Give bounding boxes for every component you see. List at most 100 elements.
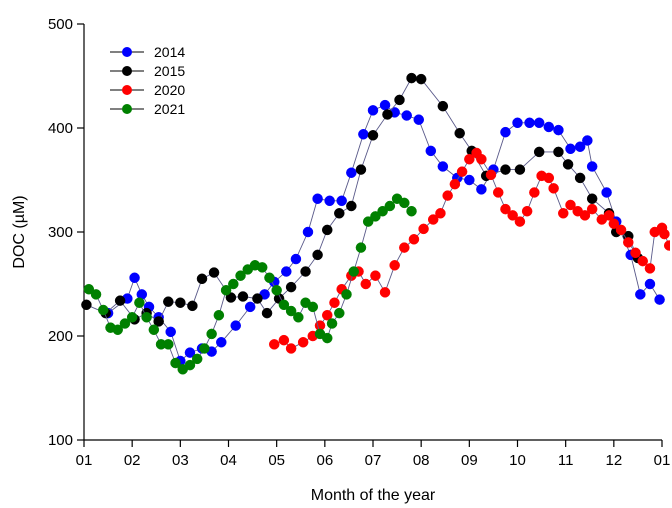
data-point-2021 xyxy=(141,312,152,323)
data-point-2015 xyxy=(394,94,405,106)
data-point-2020 xyxy=(485,169,497,181)
series-2020 xyxy=(269,147,670,354)
data-point-2020 xyxy=(615,224,627,236)
data-point-2015 xyxy=(321,224,333,236)
data-point-2015 xyxy=(312,249,323,261)
data-point-2014 xyxy=(644,278,656,290)
data-point-2014 xyxy=(165,326,176,338)
data-point-2014 xyxy=(635,289,646,300)
data-point-2015 xyxy=(562,159,574,170)
data-point-2021 xyxy=(206,328,217,340)
data-point-2021 xyxy=(355,242,367,253)
data-point-2020 xyxy=(637,255,648,267)
x-axis-label: Month of the year xyxy=(311,487,436,504)
data-point-2020 xyxy=(492,187,504,198)
data-point-2021 xyxy=(264,272,275,284)
y-tick-label: 300 xyxy=(48,224,73,241)
data-point-2021 xyxy=(235,270,246,281)
data-point-2021 xyxy=(377,205,388,217)
data-point-2014 xyxy=(129,272,140,284)
y-tick-label: 200 xyxy=(48,328,73,345)
data-point-2021 xyxy=(271,284,282,296)
data-point-2015 xyxy=(437,100,449,112)
data-point-2014 xyxy=(464,174,475,186)
data-point-2020 xyxy=(321,309,333,321)
data-point-2021 xyxy=(126,312,138,323)
data-point-2014 xyxy=(574,141,586,152)
data-point-2015 xyxy=(334,208,345,219)
data-point-2020 xyxy=(449,178,461,190)
data-point-2020 xyxy=(623,237,634,248)
data-point-2015 xyxy=(406,72,417,84)
data-point-2020 xyxy=(548,183,559,194)
data-point-2020 xyxy=(608,218,620,229)
data-point-2015 xyxy=(153,316,164,327)
data-point-2021 xyxy=(256,262,268,273)
legend-label: 2021 xyxy=(154,101,185,117)
data-point-2015 xyxy=(81,299,92,311)
data-point-2015 xyxy=(367,130,379,141)
data-point-2021 xyxy=(370,211,381,222)
x-tick-label: 03 xyxy=(172,452,189,469)
data-point-2021 xyxy=(321,332,333,344)
data-point-2020 xyxy=(418,223,429,235)
data-point-2015 xyxy=(285,281,297,293)
data-point-2020 xyxy=(297,336,309,348)
data-point-2014 xyxy=(582,135,593,146)
series-2021 xyxy=(83,193,417,375)
x-tick-label: 11 xyxy=(558,452,574,469)
data-point-2020 xyxy=(435,208,446,219)
data-point-2015 xyxy=(114,295,126,306)
data-point-2014 xyxy=(512,117,523,129)
data-point-2014 xyxy=(413,114,425,125)
data-point-2015 xyxy=(346,200,357,212)
data-point-2014 xyxy=(601,187,612,198)
data-point-2014 xyxy=(324,195,335,207)
data-point-2014 xyxy=(425,145,437,157)
data-point-2014 xyxy=(290,253,302,265)
data-point-2020 xyxy=(329,297,340,308)
x-tick-label: 02 xyxy=(124,452,141,469)
data-point-2020 xyxy=(630,247,641,259)
data-point-2021 xyxy=(83,283,95,295)
x-tick-label: 08 xyxy=(413,452,430,469)
data-point-2021 xyxy=(399,197,410,209)
data-point-2014 xyxy=(281,266,292,277)
x-tick-label: 12 xyxy=(605,452,622,469)
y-axis-label: DOC (µM) xyxy=(11,195,28,268)
data-point-2021 xyxy=(341,289,352,300)
x-tick-label: 07 xyxy=(365,452,382,469)
data-point-2014 xyxy=(543,121,555,133)
legend-marker xyxy=(122,85,132,95)
data-point-2014 xyxy=(184,347,196,358)
x-tick-label: 05 xyxy=(268,452,285,469)
data-point-2015 xyxy=(454,127,465,139)
data-point-2015 xyxy=(187,300,198,312)
data-point-2020 xyxy=(603,210,615,221)
legend-label: 2015 xyxy=(154,63,185,79)
data-point-2014 xyxy=(553,124,564,136)
data-point-2015 xyxy=(574,172,586,184)
data-point-2021 xyxy=(293,312,304,323)
data-point-2015 xyxy=(553,146,564,158)
data-point-2015 xyxy=(415,73,427,85)
data-point-2014 xyxy=(358,128,369,140)
data-point-2014 xyxy=(216,336,227,348)
series-2014 xyxy=(102,99,665,367)
data-point-2021 xyxy=(384,200,396,212)
data-point-2015 xyxy=(163,296,174,307)
data-point-2014 xyxy=(586,161,598,172)
data-point-2020 xyxy=(476,153,487,165)
data-point-2014 xyxy=(524,117,535,129)
data-point-2020 xyxy=(558,208,569,219)
legend: 2014 2015 2020 2021 xyxy=(110,44,185,117)
data-point-2015 xyxy=(355,164,367,175)
data-point-2021 xyxy=(362,216,374,227)
y-tick-label: 500 xyxy=(48,16,73,33)
data-point-2021 xyxy=(228,278,239,290)
data-point-2021 xyxy=(90,289,102,300)
data-point-2014 xyxy=(244,301,256,313)
series-layer xyxy=(81,72,670,375)
data-point-2020 xyxy=(278,334,290,346)
